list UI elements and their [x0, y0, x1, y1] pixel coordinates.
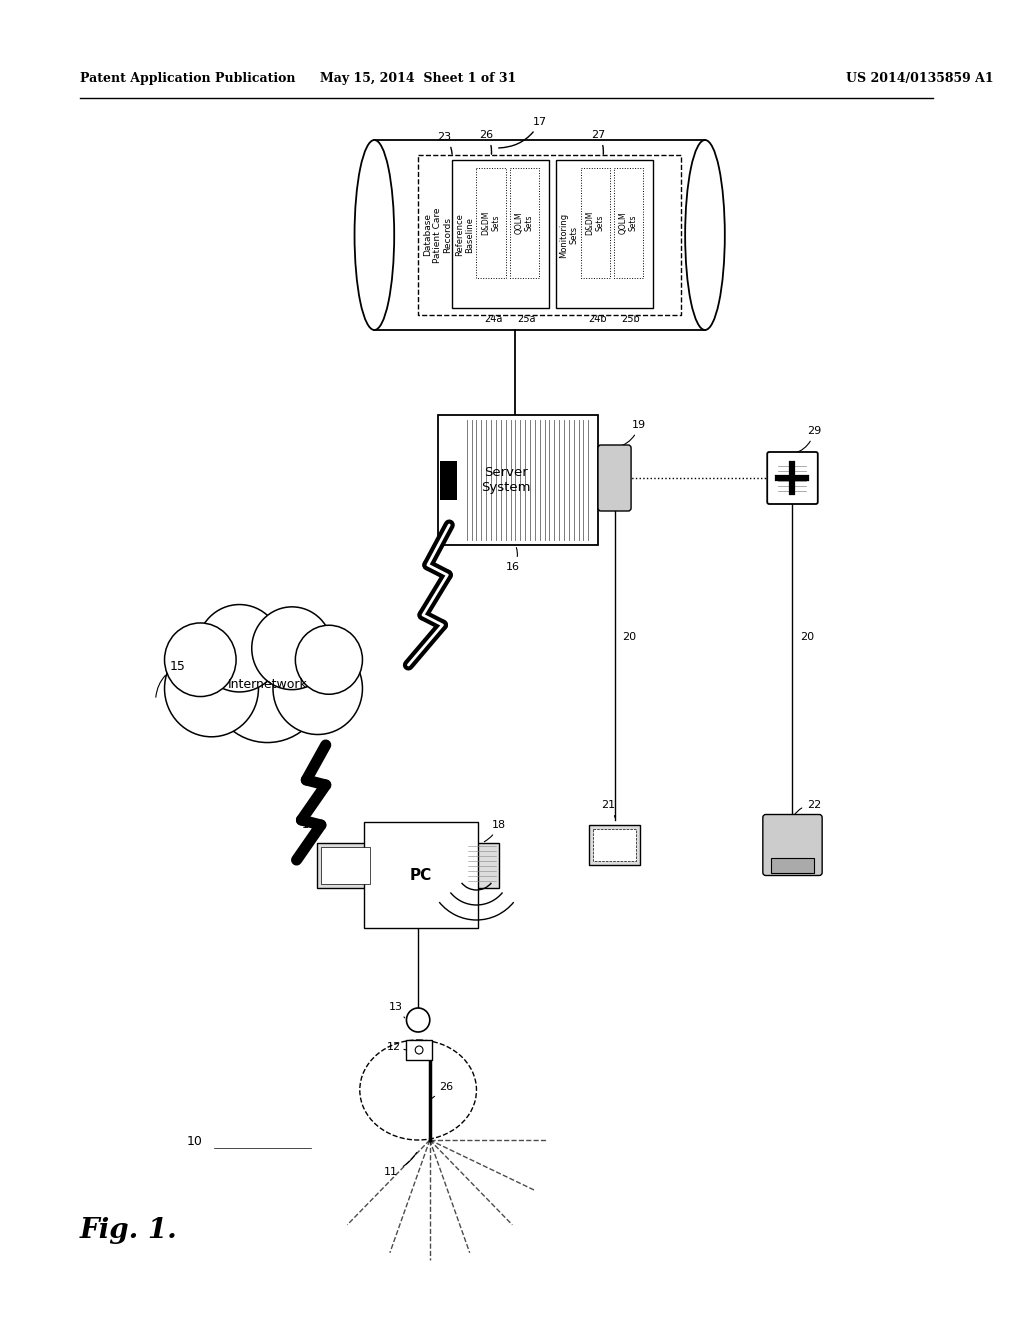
Ellipse shape [354, 140, 394, 330]
FancyBboxPatch shape [439, 461, 457, 499]
Text: 26: 26 [479, 129, 494, 154]
Text: 24b: 24b [589, 308, 607, 323]
FancyBboxPatch shape [453, 160, 550, 308]
Circle shape [415, 1045, 423, 1053]
FancyBboxPatch shape [317, 843, 374, 888]
Text: Monitoring
Sets: Monitoring Sets [559, 213, 579, 257]
Text: Patent Application Publication: Patent Application Publication [80, 73, 295, 84]
FancyBboxPatch shape [476, 168, 506, 279]
Text: 19: 19 [617, 420, 646, 447]
Ellipse shape [685, 140, 725, 330]
FancyBboxPatch shape [321, 847, 370, 884]
FancyBboxPatch shape [589, 825, 640, 865]
FancyBboxPatch shape [771, 858, 814, 873]
Circle shape [252, 607, 332, 689]
Text: 14: 14 [301, 820, 315, 841]
Text: D&DM
Sets: D&DM Sets [586, 211, 605, 235]
Text: Fig. 1.: Fig. 1. [80, 1217, 177, 1243]
FancyBboxPatch shape [593, 829, 636, 861]
Text: 29: 29 [796, 426, 821, 453]
Circle shape [165, 623, 237, 697]
FancyBboxPatch shape [581, 168, 609, 279]
Text: 25a: 25a [517, 308, 536, 323]
Text: 23: 23 [437, 132, 453, 154]
FancyBboxPatch shape [598, 445, 631, 511]
Text: 21: 21 [601, 800, 615, 817]
Text: 20: 20 [801, 632, 814, 642]
FancyBboxPatch shape [613, 168, 643, 279]
Text: May 15, 2014  Sheet 1 of 31: May 15, 2014 Sheet 1 of 31 [321, 73, 516, 84]
FancyBboxPatch shape [437, 414, 465, 545]
Text: 12: 12 [387, 1041, 407, 1052]
Text: PC: PC [410, 867, 432, 883]
Text: 26: 26 [432, 1082, 454, 1098]
Circle shape [273, 643, 362, 734]
Circle shape [295, 626, 362, 694]
Text: 15: 15 [156, 660, 186, 697]
Text: 13: 13 [389, 1002, 404, 1018]
Text: Reference
Baseline: Reference Baseline [455, 214, 474, 256]
Text: QOLM
Sets: QOLM Sets [618, 211, 638, 235]
FancyBboxPatch shape [407, 1040, 432, 1060]
FancyBboxPatch shape [556, 160, 653, 308]
Text: 20: 20 [623, 632, 637, 642]
Circle shape [165, 640, 258, 737]
Text: 24a: 24a [484, 308, 503, 323]
FancyBboxPatch shape [767, 451, 818, 504]
FancyBboxPatch shape [510, 168, 539, 279]
Text: Database
Patient Care
Records: Database Patient Care Records [423, 207, 453, 263]
Circle shape [407, 1008, 430, 1032]
Text: 22: 22 [794, 800, 821, 816]
FancyBboxPatch shape [375, 162, 705, 308]
Circle shape [197, 605, 282, 692]
Text: 10: 10 [186, 1135, 203, 1148]
Text: QOLM
Sets: QOLM Sets [514, 211, 534, 235]
FancyBboxPatch shape [418, 154, 681, 315]
Text: Internetwork: Internetwork [227, 678, 307, 692]
FancyBboxPatch shape [763, 814, 822, 875]
Text: Server
System: Server System [481, 466, 530, 494]
Text: 16: 16 [506, 548, 519, 572]
Text: US 2014/0135859 A1: US 2014/0135859 A1 [846, 73, 993, 84]
Circle shape [209, 623, 326, 743]
FancyBboxPatch shape [437, 414, 598, 545]
Text: D&DM
Sets: D&DM Sets [481, 211, 501, 235]
FancyBboxPatch shape [379, 840, 462, 909]
FancyBboxPatch shape [465, 843, 499, 888]
Text: 11: 11 [384, 1152, 417, 1177]
Text: 17: 17 [499, 117, 547, 148]
Text: 18: 18 [484, 820, 506, 842]
Text: 27: 27 [591, 129, 605, 154]
Text: 25b: 25b [622, 308, 640, 323]
